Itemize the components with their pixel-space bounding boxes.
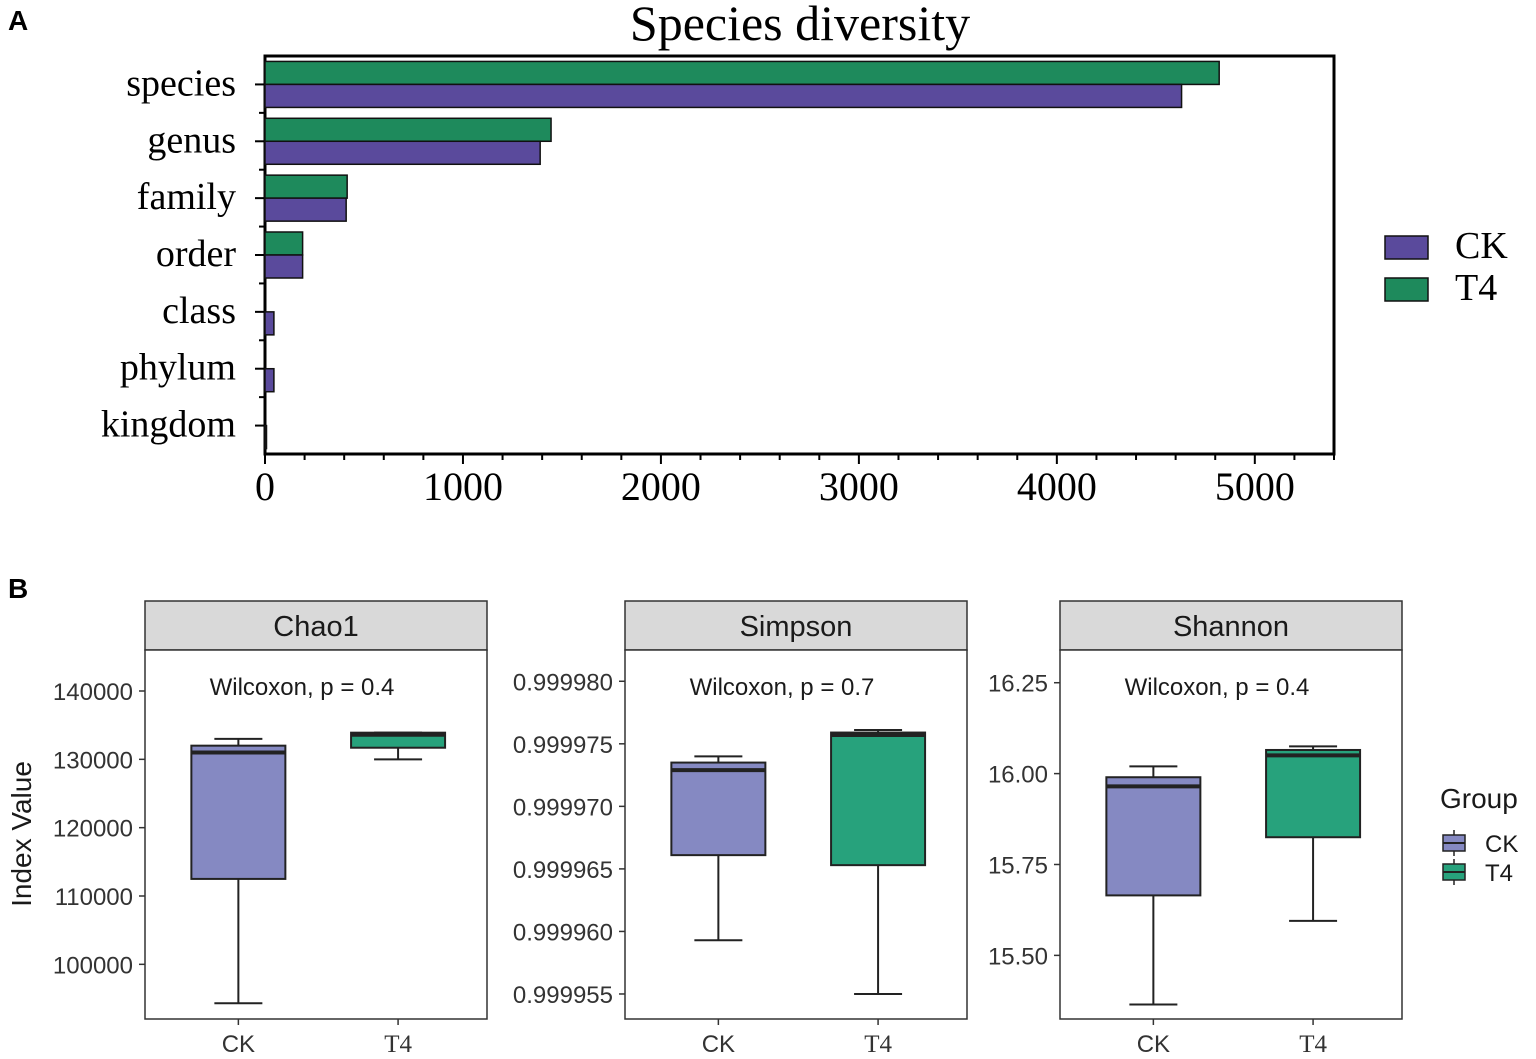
x-tick-label-2000: 2000 — [621, 464, 701, 509]
facet-title-chao1: Chao1 — [273, 611, 358, 643]
x-tick-label-0: 0 — [255, 464, 275, 509]
x-tick-label-4000: 4000 — [1017, 464, 1097, 509]
bar-T4-genus — [264, 117, 552, 143]
panel-a-label: A — [8, 5, 28, 36]
x-tick-label-1000: 1000 — [423, 464, 503, 509]
chart-a-plot-frame — [263, 54, 1336, 456]
x-tick-label-chao1-t4: T4 — [384, 1031, 412, 1058]
chart-a-content: species genus family order class phylum kingdo… — [101, 60, 1508, 509]
chart-b-content: Chao1 100000 110000 120000 130000 140000 Wilco… — [53, 600, 1518, 1058]
legend-title: Group — [1440, 783, 1518, 814]
bar-T4-order — [264, 231, 304, 256]
y-tick-label-chao1-4: 140000 — [53, 679, 133, 706]
box-simpson-ck — [670, 761, 767, 857]
y-tick-label-simpson-1: 0.999960 — [513, 919, 613, 946]
box-shannon-ck — [1105, 776, 1202, 897]
bar-CK-order — [264, 254, 304, 279]
y-tick-label-shannon-0: 15.50 — [988, 943, 1048, 970]
y-tick-label-order: order — [156, 233, 237, 275]
facet-title-shannon: Shannon — [1173, 611, 1289, 643]
annotation-simpson: Wilcoxon, p = 0.7 — [690, 674, 875, 701]
bar-CK-kingdom — [264, 424, 268, 450]
bar-CK-phylum — [264, 367, 275, 393]
panel-b-label: B — [8, 573, 28, 604]
y-tick-label-simpson-4: 0.999975 — [513, 732, 613, 759]
facet-strip-simpson — [624, 600, 968, 651]
bar-CK-species — [264, 83, 1183, 109]
legend-label-CK: CK — [1455, 225, 1508, 267]
x-tick-label-5000: 5000 — [1215, 464, 1295, 509]
facet-strip-shannon — [1059, 600, 1403, 651]
y-tick-label-chao1-2: 120000 — [53, 816, 133, 843]
y-tick-label-simpson-3: 0.999970 — [513, 794, 613, 821]
x-tick-label-simpson-ck: CK — [702, 1031, 735, 1058]
bar-T4-species — [264, 60, 1220, 86]
x-tick-label-shannon-t4: T4 — [1299, 1031, 1327, 1058]
x-tick-label-shannon-ck: CK — [1137, 1031, 1170, 1058]
bar-T4-family — [264, 174, 348, 199]
x-tick-label-3000: 3000 — [819, 464, 899, 509]
box-simpson-t4 — [830, 731, 927, 867]
legend-swatch-CK — [1384, 235, 1429, 260]
y-tick-label-genus: genus — [147, 119, 236, 161]
box-shannon-t4 — [1265, 748, 1362, 839]
y-tick-label-family: family — [137, 176, 236, 218]
y-tick-label-chao1-1: 110000 — [55, 884, 133, 911]
chart-b-ylabel: Index Value — [6, 761, 37, 907]
y-tick-label-kingdom: kingdom — [101, 404, 236, 446]
y-tick-label-shannon-1: 15.75 — [988, 852, 1048, 879]
y-tick-label-simpson-5: 0.999980 — [513, 669, 613, 696]
y-tick-label-shannon-3: 16.25 — [988, 671, 1048, 698]
legend-swatch-T4 — [1384, 277, 1429, 302]
annotation-shannon: Wilcoxon, p = 0.4 — [1125, 674, 1310, 701]
box-chao1-ck — [190, 744, 287, 880]
y-tick-label-chao1-3: 130000 — [53, 747, 133, 774]
annotation-chao1: Wilcoxon, p = 0.4 — [210, 674, 395, 701]
legend-label-ck: CK — [1485, 831, 1518, 858]
y-tick-label-class: class — [162, 290, 236, 332]
facet-title-simpson: Simpson — [740, 611, 853, 643]
y-tick-label-species: species — [126, 62, 236, 104]
chart-a-title: Species diversity — [630, 0, 970, 51]
legend-label-t4: T4 — [1485, 860, 1513, 887]
bar-CK-genus — [264, 140, 541, 166]
y-tick-label-phylum: phylum — [120, 347, 236, 389]
y-tick-label-simpson-0: 0.999955 — [513, 982, 613, 1009]
y-tick-label-chao1-0: 100000 — [53, 952, 133, 979]
bar-CK-class — [264, 311, 275, 336]
legend-label-T4: T4 — [1455, 267, 1497, 309]
x-tick-label-simpson-t4: T4 — [864, 1031, 892, 1058]
bar-CK-family — [264, 197, 347, 222]
x-tick-label-chao1-ck: CK — [222, 1031, 255, 1058]
y-tick-label-simpson-2: 0.999965 — [513, 857, 613, 884]
y-tick-label-shannon-2: 16.00 — [988, 762, 1048, 789]
